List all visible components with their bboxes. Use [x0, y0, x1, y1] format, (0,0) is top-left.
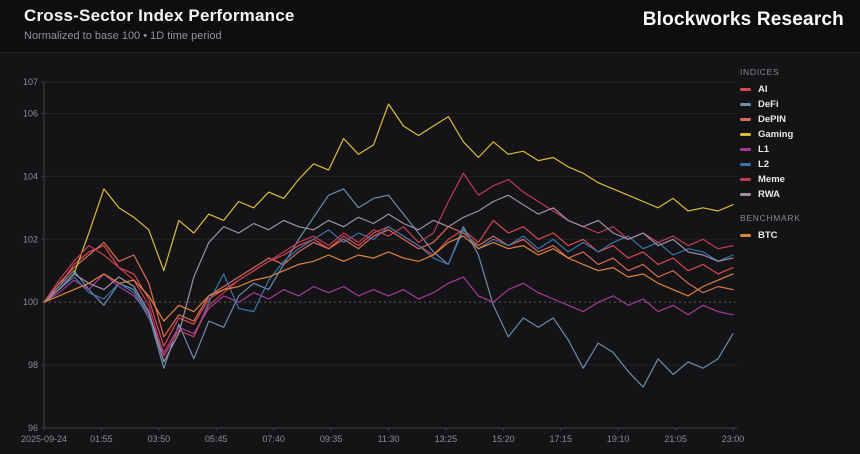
series-line-l2 [43, 226, 734, 357]
chart-panel: 96 98 100 102 104 106 107 2025-09-24 01:55 03:50 0… [0, 53, 860, 454]
x-tick-label: 07:40 [262, 434, 285, 444]
legend-item-depin[interactable]: DePIN [740, 112, 856, 127]
legend-label: RWA [758, 188, 780, 200]
legend-benchmark-group: BTC [740, 228, 856, 243]
legend-swatch-l1 [740, 148, 751, 151]
legend-indices-heading: INDICES [740, 67, 780, 77]
chart-legend: INDICES AI DeFi DePIN Gaming L1 L2 Meme RWA BEN… [740, 59, 856, 243]
legend-item-btc[interactable]: BTC [740, 228, 856, 243]
x-tick-label: 11:30 [378, 434, 400, 444]
legend-item-l1[interactable]: L1 [740, 142, 856, 157]
legend-item-defi[interactable]: DeFi [740, 97, 856, 112]
x-tick-label: 15:20 [492, 434, 515, 444]
y-tick-label: 102 [23, 234, 38, 244]
brand-logo: Blockworks Research [642, 9, 844, 30]
legend-indices-group: AI DeFi DePIN Gaming L1 L2 Meme RWA [740, 82, 856, 202]
x-tick-label: 23:00 [722, 434, 745, 444]
y-tick-label: 104 [23, 171, 38, 181]
y-tick-label: 96 [28, 423, 38, 433]
x-tick-label: 03:50 [148, 434, 171, 444]
legend-label: DePIN [758, 113, 786, 125]
x-tick-label: 13:25 [435, 434, 458, 444]
y-tick-label: 98 [28, 360, 38, 370]
legend-label: AI [758, 83, 768, 95]
series-line-btc [43, 235, 734, 322]
legend-swatch-meme [740, 178, 751, 181]
legend-item-rwa[interactable]: RWA [740, 187, 856, 202]
y-tick-label: 106 [23, 108, 38, 118]
x-tick-label: 05:45 [205, 434, 228, 444]
legend-swatch-gaming [740, 133, 751, 136]
header-divider [0, 52, 860, 53]
legend-label: L2 [758, 158, 770, 170]
legend-item-l2[interactable]: L2 [740, 157, 856, 172]
series-line-defi [43, 188, 734, 388]
series-line-meme [43, 172, 734, 357]
legend-swatch-depin [740, 118, 751, 121]
series-line-l1 [43, 273, 734, 354]
legend-benchmark-heading: BENCHMARK [740, 213, 801, 223]
page-title: Cross-Sector Index Performance [24, 6, 295, 25]
x-tick-label: 01:55 [90, 434, 113, 444]
legend-swatch-rwa [740, 193, 751, 196]
legend-item-gaming[interactable]: Gaming [740, 127, 856, 142]
series-line-depin [43, 226, 734, 338]
legend-label: DeFi [758, 98, 779, 110]
chart-subtitle: Normalized to base 100 • 1D time period [24, 30, 222, 42]
chart-header: Cross-Sector Index Performance Normalize… [0, 0, 860, 52]
legend-swatch-l2 [740, 163, 751, 166]
legend-swatch-btc [740, 234, 751, 237]
x-tick-label: 2025-09-24 [21, 434, 67, 444]
x-tick-label: 19:10 [607, 434, 630, 444]
legend-item-ai[interactable]: AI [740, 82, 856, 97]
performance-chart[interactable]: 96 98 100 102 104 106 107 2025-09-24 01:55 03:50 0… [0, 53, 860, 454]
series-line-rwa [43, 194, 734, 363]
x-tick-label: 17:15 [549, 434, 572, 444]
legend-label: Gaming [758, 128, 794, 140]
y-tick-label: 100 [23, 297, 38, 307]
legend-label: L1 [758, 143, 770, 155]
legend-label: Meme [758, 173, 785, 185]
series-line-gaming [43, 103, 734, 303]
legend-swatch-ai [740, 88, 751, 91]
x-tick-label: 09:35 [320, 434, 343, 444]
legend-swatch-defi [740, 103, 751, 106]
x-tick-label: 21:05 [664, 434, 687, 444]
legend-item-meme[interactable]: Meme [740, 172, 856, 187]
y-tick-label: 107 [23, 77, 38, 87]
legend-label: BTC [758, 229, 778, 241]
